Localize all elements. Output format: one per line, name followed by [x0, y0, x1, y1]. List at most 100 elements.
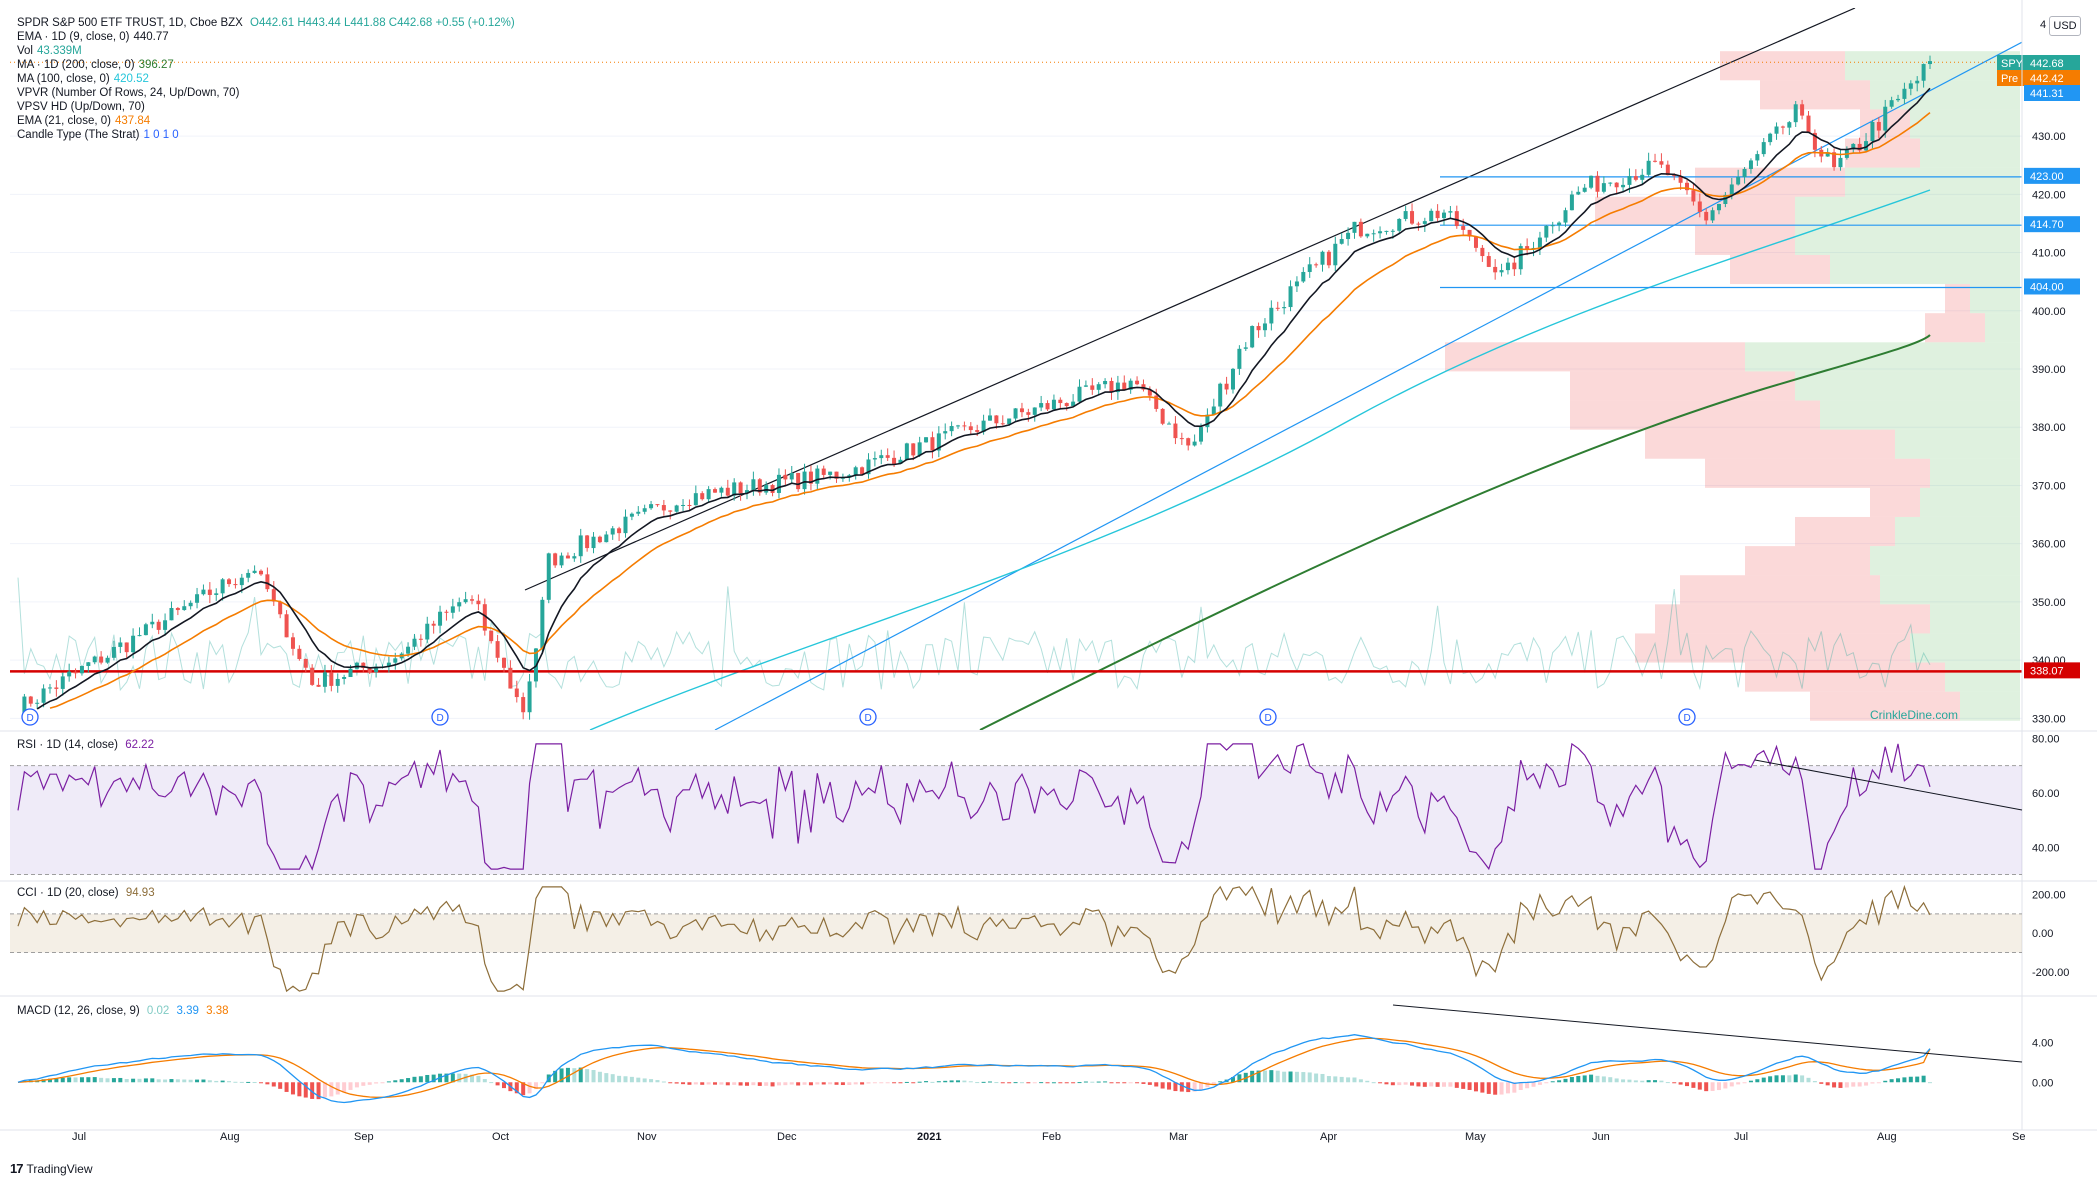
vp-down-bar [1720, 51, 1845, 81]
tradingview-brand[interactable]: 17 TradingView [10, 1161, 93, 1176]
macd-hist-down [348, 1082, 353, 1090]
cci-legend-label[interactable]: CCI · 1D (20, close) [17, 887, 119, 899]
indicator-legend-row[interactable]: MA (100, close, 0) 420.52 [17, 72, 515, 86]
vp-up-bar [1895, 516, 2020, 547]
candle-up [1646, 160, 1651, 175]
candle-up [1083, 385, 1088, 387]
candle-down [885, 455, 890, 458]
brand-label: TradingView [26, 1161, 93, 1176]
candle-up [195, 594, 200, 603]
rsi-line [17, 742, 1931, 871]
currency-badge[interactable]: USD [2049, 16, 2081, 36]
candle-down [1800, 104, 1805, 116]
vp-down-bar [1570, 371, 1795, 401]
candle-up [1167, 423, 1172, 425]
candle-up [1115, 382, 1120, 393]
macd-hist-down [1742, 1082, 1747, 1084]
candle-down [1486, 256, 1491, 267]
macd-hist-down [1672, 1082, 1677, 1084]
candle-up [163, 620, 168, 630]
vp-down-bar [1595, 196, 1795, 226]
macd-hist-up [1601, 1076, 1606, 1083]
macd-hist-up [968, 1081, 973, 1083]
indicator-label: VPSV HD (Up/Down, 70) [17, 101, 145, 113]
macd-hist-down [1147, 1082, 1152, 1085]
candle-up [1269, 307, 1274, 324]
macd-hist-down [322, 1082, 327, 1098]
macd-hist-down [1211, 1082, 1216, 1085]
macd-hist-down [354, 1082, 359, 1088]
candle-up [1333, 243, 1338, 266]
macd-hist-up [150, 1078, 155, 1083]
candle-up [1384, 230, 1389, 232]
macd-legend-label[interactable]: MACD (12, 26, close, 9) [17, 1005, 140, 1017]
macd-hist-down [1486, 1082, 1491, 1094]
macd-hist-down [719, 1082, 724, 1085]
candle-up [1825, 152, 1830, 157]
macd-hist-down [1058, 1082, 1063, 1084]
candle-up [1243, 347, 1248, 349]
macd-hist-up [1326, 1076, 1331, 1083]
candle-down [994, 415, 999, 424]
candle-up [1371, 233, 1376, 235]
indicator-legend-row[interactable]: EMA · 1D (9, close, 0) 440.77 [17, 30, 515, 44]
candle-down [1058, 399, 1063, 404]
indicator-legend-row[interactable]: Candle Type (The Strat) 1 0 1 0 [17, 128, 515, 142]
macd-hist-up [591, 1069, 596, 1083]
price-tag-label: 442.42 [2030, 73, 2064, 85]
cci-line [17, 884, 1931, 993]
macd-hist-down [1199, 1082, 1204, 1090]
macd-hist-up [1550, 1081, 1555, 1083]
macd-hist-up [143, 1078, 148, 1083]
candle-down [553, 553, 558, 566]
dividend-marker-icon [431, 708, 449, 726]
macd-hist-up [1902, 1077, 1907, 1083]
candle-down [329, 672, 334, 686]
macd-hist-up [1627, 1079, 1632, 1083]
candle-down [892, 457, 897, 464]
candle-up [182, 606, 187, 611]
macd-hist-up [1230, 1077, 1235, 1083]
candle-up [1723, 194, 1728, 204]
candle-down [1275, 307, 1280, 309]
symbol-title[interactable]: SPDR S&P 500 ETF TRUST, 1D, Cboe BZX [17, 17, 243, 29]
macd-hist-up [1218, 1081, 1223, 1083]
macd-hist-up [572, 1068, 577, 1083]
macd-hist-down [674, 1082, 679, 1084]
candle-down [1691, 190, 1696, 202]
macd-hist-up [1908, 1076, 1913, 1083]
indicator-legend-row[interactable]: Vol 43.339M [17, 44, 515, 58]
price-tick-label: 370.00 [2032, 480, 2066, 492]
macd-hist-up [131, 1078, 136, 1083]
candle-up [1262, 323, 1267, 331]
indicator-value: 43.339M [37, 45, 82, 57]
macd-hist-down [1128, 1082, 1133, 1084]
candle-up [1710, 210, 1715, 221]
indicator-legend-row[interactable]: MA · 1D (200, close, 0) 396.27 [17, 58, 515, 72]
candle-up [1640, 174, 1645, 180]
macd-hist-up [1339, 1076, 1344, 1083]
macd-hist-up [1256, 1070, 1261, 1083]
macd-hist-up [1294, 1071, 1299, 1083]
macd-hist-up [1915, 1076, 1920, 1083]
macd-hist-down [802, 1082, 807, 1085]
candle-up [546, 553, 551, 600]
candle-down [617, 528, 622, 534]
candle-down [227, 579, 232, 585]
indicator-legend-row[interactable]: VPSV HD (Up/Down, 70) [17, 100, 515, 114]
candle-up [956, 425, 961, 427]
price-tag-box [2024, 278, 2080, 295]
macd-hist-down [687, 1082, 692, 1085]
macd-hist-down [706, 1082, 711, 1085]
rsi-legend-label[interactable]: RSI · 1D (14, close) [17, 739, 118, 751]
macd-hist-up [137, 1078, 142, 1083]
dividend-marker-label: D [27, 713, 34, 724]
macd-hist-up [1269, 1070, 1274, 1083]
macd-hist-down [789, 1082, 794, 1085]
indicator-legend-row[interactable]: EMA (21, close, 0) 437.84 [17, 114, 515, 128]
macd-hist-up [1589, 1074, 1594, 1083]
macd-hist-down [1167, 1082, 1172, 1090]
candle-up [1103, 381, 1108, 385]
indicator-legend-row[interactable]: VPVR (Number Of Rows, 24, Up/Down, 70) [17, 86, 515, 100]
macd-hist-up [1333, 1076, 1338, 1083]
